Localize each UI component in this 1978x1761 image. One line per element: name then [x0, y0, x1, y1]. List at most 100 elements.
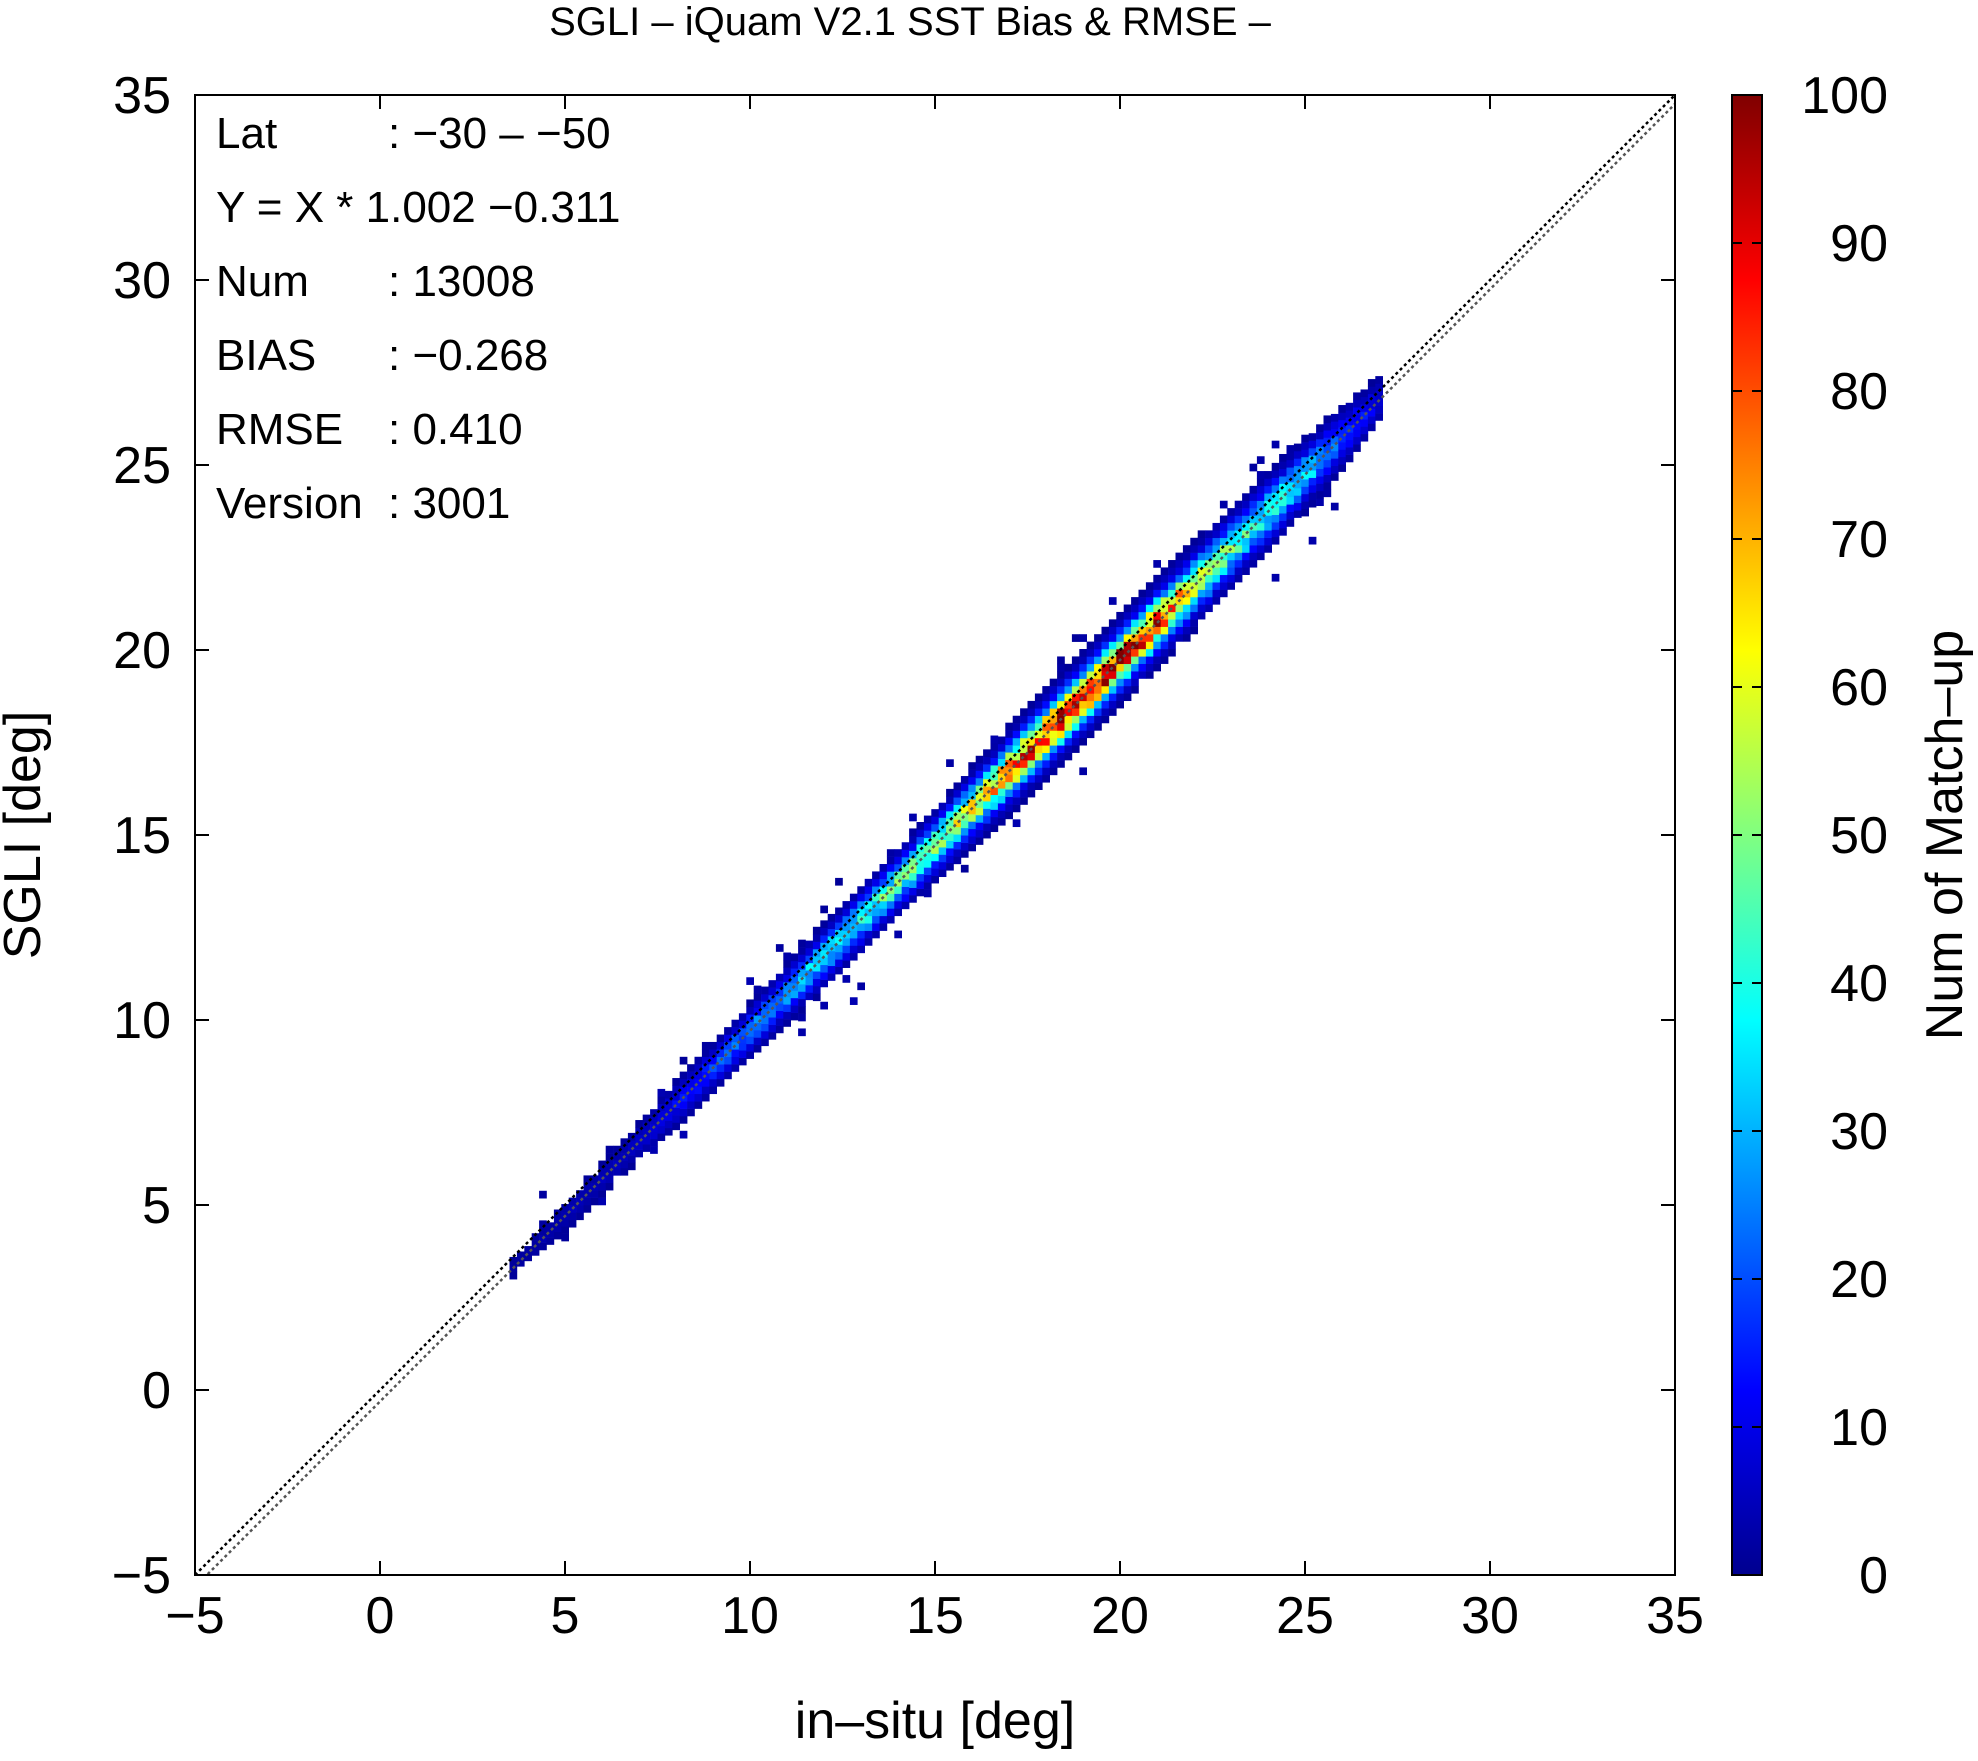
heatmap-cell: [849, 893, 858, 902]
heatmap-cell: [938, 810, 947, 818]
heatmap-cell: [709, 1056, 717, 1065]
heatmap-cell: [1330, 413, 1339, 422]
heatmap-cell: [1242, 515, 1250, 524]
heatmap-cell: [761, 1016, 769, 1024]
heatmap-cell: [1079, 634, 1087, 642]
heatmap-cell: [694, 1078, 703, 1087]
heatmap-cell: [1131, 604, 1139, 613]
heatmap-cell: [1094, 634, 1102, 642]
heatmap-cell: [1264, 493, 1272, 501]
heatmap-cell: [761, 986, 769, 995]
heatmap-cell: [923, 852, 932, 861]
heatmap-cell: [1005, 722, 1013, 731]
heatmap-cell: [1286, 459, 1295, 468]
heatmap-cell: [1138, 589, 1147, 598]
heatmap-cell: [1160, 641, 1169, 650]
heatmap-cell: [746, 1051, 754, 1059]
heatmap-cell: [1049, 745, 1058, 753]
heatmap-cell: [672, 1122, 680, 1131]
heatmap-cell: [687, 1093, 695, 1102]
heatmap-cell: [724, 1064, 732, 1072]
heatmap-cell: [1145, 641, 1154, 650]
heatmap-cell: [812, 985, 821, 994]
heatmap-cell: [768, 980, 777, 988]
heatmap-cell: [1145, 604, 1154, 613]
heatmap-cell: [820, 927, 828, 936]
y-tick-label: −5: [112, 1547, 171, 1605]
heatmap-cell: [923, 837, 932, 846]
heatmap-cell: [1064, 671, 1073, 679]
heatmap-cell: [672, 1092, 680, 1101]
heatmap-cell: [953, 856, 962, 865]
heatmap-cell: [872, 878, 880, 887]
heatmap-cell: [968, 777, 976, 785]
heatmap-cell: [1197, 559, 1206, 568]
heatmap-cell: [1212, 582, 1221, 590]
heatmap-cell: [1323, 482, 1332, 490]
heatmap-cell: [953, 819, 962, 828]
heatmap-cell: [1020, 797, 1028, 805]
colorbar-tick-label: 40: [1830, 955, 1888, 1013]
heatmap-cell: [1057, 708, 1065, 716]
heatmap-cell: [864, 893, 873, 902]
heatmap-cell: [731, 1027, 740, 1035]
heatmap-cell: [842, 901, 851, 909]
heatmap-cell: [790, 975, 799, 984]
heatmap-cell: [1182, 552, 1191, 561]
heatmap-cell: [1301, 456, 1309, 465]
heatmap-cell: [1286, 452, 1295, 461]
heatmap-cell: [1042, 715, 1050, 724]
heatmap-cell: [1034, 767, 1043, 776]
heatmap-cell: [1094, 641, 1102, 650]
heatmap-cell: [1057, 723, 1065, 731]
heatmap-cell: [1168, 597, 1176, 605]
heatmap-cell: [812, 934, 821, 942]
heatmap-cell: [1071, 678, 1080, 687]
heatmap-cell: [738, 1028, 747, 1036]
heatmap-cell: [1108, 685, 1117, 694]
heatmap-cell: [1175, 560, 1184, 568]
heatmap-cell: [1205, 582, 1213, 590]
heatmap-cell: [798, 976, 806, 985]
heatmap-cell: [983, 808, 991, 817]
heatmap-cell: [1242, 545, 1250, 553]
heatmap-cell: [886, 915, 895, 924]
heatmap-cell: [701, 1049, 710, 1058]
heatmap-cell: [1049, 737, 1058, 746]
heatmap-cell: [1249, 530, 1258, 538]
heatmap-cell: [894, 878, 902, 887]
heatmap-cell: [1108, 641, 1117, 650]
heatmap-cell: [1086, 656, 1095, 665]
heatmap-cell: [1160, 567, 1169, 576]
heatmap-cell: [886, 893, 895, 902]
heatmap-cell: [1308, 462, 1317, 471]
heatmap-cell: [805, 977, 814, 986]
heatmap-cell: [931, 809, 939, 817]
heatmap-cell: [1256, 456, 1265, 464]
heatmap-cell: [1071, 671, 1080, 679]
heatmap-cell: [798, 939, 806, 948]
heatmap-cell: [1219, 530, 1228, 539]
heatmap-cell: [1219, 574, 1228, 583]
heatmap-cell: [931, 823, 939, 832]
heatmap-cell: [1212, 596, 1221, 605]
heatmap-cell: [1086, 671, 1095, 679]
heatmap-cell: [679, 1079, 688, 1087]
heatmap-cell: [1027, 767, 1036, 776]
heatmap-cell: [1131, 641, 1139, 650]
heatmap-cell: [894, 863, 902, 872]
heatmap-cell: [561, 1233, 569, 1242]
heatmap-cell: [990, 794, 999, 803]
heatmap-cell: [812, 963, 821, 972]
heatmap-cell: [1279, 461, 1287, 470]
heatmap-cell: [783, 967, 791, 976]
heatmap-cell: [1101, 671, 1110, 679]
heatmap-cell: [775, 1025, 784, 1034]
colorbar-tick-label: 90: [1830, 215, 1888, 273]
heatmap-cell: [1227, 515, 1235, 524]
heatmap-cell: [1286, 519, 1295, 527]
heatmap-cell: [849, 952, 858, 961]
heatmap-cell: [886, 863, 895, 872]
heatmap-cell: [1227, 559, 1235, 568]
heatmap-cell: [812, 941, 821, 950]
